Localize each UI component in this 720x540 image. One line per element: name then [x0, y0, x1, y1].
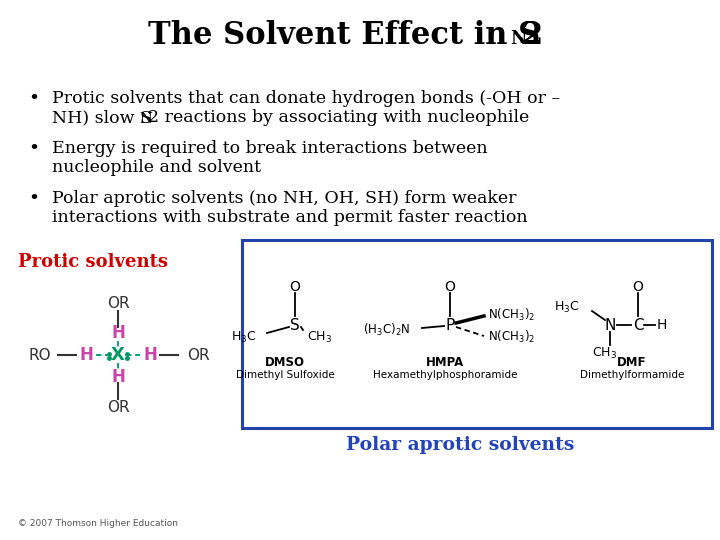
Text: O: O: [289, 280, 300, 294]
Text: N: N: [510, 30, 526, 48]
Text: H$_3$C: H$_3$C: [554, 300, 580, 314]
Text: Polar aprotic solvents: Polar aprotic solvents: [346, 436, 574, 454]
Text: CH$_3$: CH$_3$: [307, 329, 332, 345]
Text: X: X: [111, 346, 125, 364]
Text: H: H: [111, 324, 125, 342]
Text: OR: OR: [107, 295, 130, 310]
Text: H: H: [657, 318, 667, 332]
Text: N(CH$_3$)$_2$: N(CH$_3$)$_2$: [488, 307, 535, 323]
Text: Hexamethylphosphoramide: Hexamethylphosphoramide: [373, 370, 517, 380]
Text: H: H: [79, 346, 93, 364]
Text: CH$_3$: CH$_3$: [593, 346, 618, 361]
Text: Protic solvents: Protic solvents: [18, 253, 168, 271]
Text: Dimethylformamide: Dimethylformamide: [580, 370, 684, 380]
Text: Polar aprotic solvents (no NH, OH, SH) form weaker: Polar aprotic solvents (no NH, OH, SH) f…: [52, 190, 516, 207]
Text: RO: RO: [29, 348, 51, 362]
Text: H: H: [143, 346, 157, 364]
Text: Dimethyl Sulfoxide: Dimethyl Sulfoxide: [235, 370, 334, 380]
Text: The Solvent Effect in S: The Solvent Effect in S: [148, 19, 540, 51]
Text: H: H: [111, 368, 125, 386]
Text: interactions with substrate and permit faster reaction: interactions with substrate and permit f…: [52, 209, 528, 226]
Text: C: C: [633, 318, 643, 333]
Text: S: S: [290, 318, 300, 333]
Text: (H$_3$C)$_2$N: (H$_3$C)$_2$N: [363, 322, 410, 338]
Text: •: •: [28, 140, 39, 158]
Text: •: •: [28, 190, 39, 208]
FancyBboxPatch shape: [242, 240, 712, 428]
Text: nucleophile and solvent: nucleophile and solvent: [52, 159, 261, 176]
Text: Energy is required to break interactions between: Energy is required to break interactions…: [52, 140, 487, 157]
Text: Protic solvents that can donate hydrogen bonds (-OH or –: Protic solvents that can donate hydrogen…: [52, 90, 560, 107]
Text: HMPA: HMPA: [426, 356, 464, 369]
Text: N: N: [139, 112, 152, 126]
Text: H$_3$C: H$_3$C: [231, 329, 257, 345]
Text: 2: 2: [522, 19, 544, 51]
Text: •: •: [28, 90, 39, 108]
Text: DMF: DMF: [617, 356, 647, 369]
Text: O: O: [444, 280, 456, 294]
Text: O: O: [633, 280, 644, 294]
Text: © 2007 Thomson Higher Education: © 2007 Thomson Higher Education: [18, 519, 178, 529]
Text: N(CH$_3$)$_2$: N(CH$_3$)$_2$: [488, 329, 535, 345]
Text: OR: OR: [107, 400, 130, 415]
Text: P: P: [446, 318, 454, 333]
Text: N: N: [604, 318, 616, 333]
Text: 2 reactions by associating with nucleophile: 2 reactions by associating with nucleoph…: [148, 109, 529, 126]
Text: OR: OR: [186, 348, 210, 362]
Text: DMSO: DMSO: [265, 356, 305, 369]
Text: NH) slow S: NH) slow S: [52, 109, 152, 126]
